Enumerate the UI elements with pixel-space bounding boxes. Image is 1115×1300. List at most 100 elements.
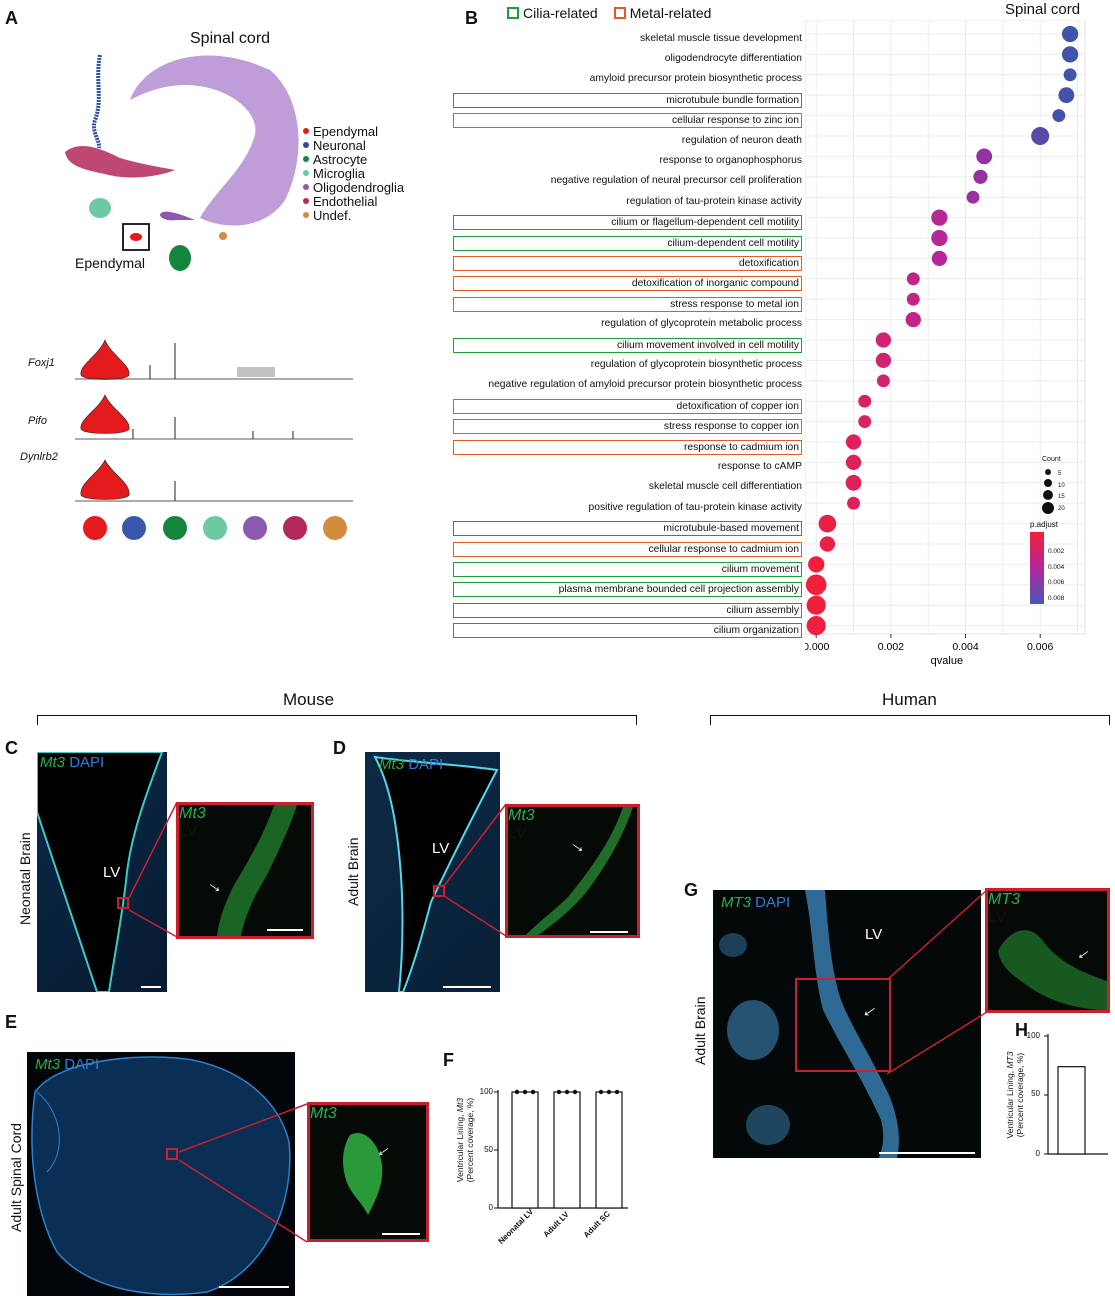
padj-label: 0.008 bbox=[1048, 594, 1065, 602]
go-category-legend: Cilia-related Metal-related bbox=[507, 5, 711, 21]
stain-dapi-label: DAPI bbox=[64, 1056, 100, 1073]
go-dot bbox=[858, 415, 872, 429]
x-tick-label: 0.006 bbox=[1027, 641, 1053, 653]
stain-label-d: Mt3 DAPI bbox=[379, 756, 443, 773]
zoom-gene-label: Mt3 bbox=[310, 1105, 337, 1122]
go-term-label: positive regulation of tau-protein kinas… bbox=[588, 501, 803, 513]
zoom-connector-d bbox=[443, 803, 507, 937]
stain-dapi-label: DAPI bbox=[755, 894, 791, 911]
go-dot bbox=[806, 616, 826, 636]
cluster-dot-astrocyte bbox=[163, 516, 187, 540]
go-dot bbox=[819, 536, 836, 552]
legend-label: Ependymal bbox=[313, 123, 379, 139]
go-term-label-metal: detoxification bbox=[453, 255, 802, 271]
stain-gene-label: MT3 bbox=[721, 894, 751, 911]
go-term-label-metal: response to cadmium ion bbox=[453, 439, 802, 455]
legend-item: Neuronal bbox=[303, 138, 404, 153]
count-legend-dot bbox=[1045, 469, 1051, 475]
scale-bar bbox=[590, 931, 628, 933]
legend-item: Ependymal bbox=[303, 123, 404, 139]
roi-box bbox=[117, 897, 129, 909]
roi-box bbox=[433, 885, 445, 897]
violin-plots bbox=[75, 339, 353, 502]
gene-label-dynlrb2: Dynlrb2 bbox=[20, 451, 58, 463]
go-term-label-metal: stress response to metal ion bbox=[453, 296, 802, 312]
go-term-label-cilia: microtubule bundle formation bbox=[453, 92, 802, 108]
spinal-cord-section bbox=[31, 1056, 291, 1296]
side-label-g: Adult Brain bbox=[692, 996, 708, 1065]
zoom-connector-g bbox=[886, 889, 988, 1075]
go-dot bbox=[875, 332, 892, 348]
micrograph-e: Mt3 DAPI bbox=[27, 1052, 295, 1296]
stain-dapi-label: DAPI bbox=[408, 756, 444, 773]
roi-box bbox=[166, 1148, 178, 1160]
count-label: 15 bbox=[1058, 494, 1065, 500]
scale-bar bbox=[219, 1286, 289, 1288]
cluster-color-dots bbox=[83, 516, 347, 540]
ependymal-cluster-label: Ependymal bbox=[75, 255, 146, 271]
ytick-label: 100 bbox=[479, 1087, 493, 1096]
go-term-label: regulation of tau-protein kinase activit… bbox=[626, 195, 802, 207]
violin-row-foxj1 bbox=[75, 339, 353, 380]
padj-legend-labels: 0.002 0.004 0.006 0.008 bbox=[1048, 544, 1064, 606]
count-label: 10 bbox=[1058, 482, 1065, 489]
ependymal-highlight-box bbox=[122, 223, 150, 251]
go-dot bbox=[1052, 109, 1066, 123]
go-term-label-metal: cellular response to zinc ion bbox=[453, 113, 802, 129]
stain-gene-label: Mt3 bbox=[35, 1056, 61, 1073]
zoom-gene-label: Mt3 bbox=[179, 805, 206, 822]
zoom-gene-label: Mt3 bbox=[508, 807, 535, 824]
go-dot bbox=[1031, 126, 1050, 146]
side-label-c: Neonatal Brain bbox=[17, 832, 33, 925]
count-label: 20 bbox=[1058, 505, 1065, 512]
xtick-neonatal-lv: Neonatal LV bbox=[496, 1207, 536, 1246]
go-term-label: response to cAMP bbox=[717, 460, 802, 472]
zoom-inset-e: Mt3 → bbox=[307, 1102, 429, 1242]
legend-dot bbox=[303, 128, 309, 134]
go-term-label: negative regulation of amyloid precursor… bbox=[488, 379, 802, 391]
xtick-adult-lv: Adult LV bbox=[541, 1209, 571, 1240]
padj-label: 0.006 bbox=[1048, 579, 1065, 586]
count-label: 5 bbox=[1058, 471, 1062, 477]
go-dot bbox=[1061, 46, 1079, 63]
data-point bbox=[564, 1089, 570, 1095]
xtick-adult-sc: Adult SC bbox=[581, 1209, 613, 1240]
ytick-label: 50 bbox=[484, 1145, 493, 1154]
violin-dense-points bbox=[237, 367, 275, 377]
data-point bbox=[522, 1089, 528, 1095]
mouse-bracket bbox=[37, 715, 637, 725]
go-dot bbox=[1061, 25, 1079, 43]
panel-label-b: B bbox=[465, 8, 478, 28]
go-term-label-metal: cellular response to cadmium ion bbox=[453, 541, 802, 557]
micrograph-d: Mt3 DAPI LV bbox=[365, 752, 500, 992]
zoom-lv-label: LV bbox=[179, 823, 198, 840]
data-point bbox=[572, 1089, 578, 1095]
legend-item: Microglia bbox=[303, 166, 404, 181]
stain-label-e: Mt3 DAPI bbox=[35, 1056, 99, 1073]
data-point bbox=[514, 1089, 520, 1095]
metal-legend-label: Metal-related bbox=[629, 5, 712, 21]
go-term-label: oligodendrocyte differentiation bbox=[664, 52, 802, 64]
bar-chart-f bbox=[494, 1089, 628, 1209]
lv-label: LV bbox=[865, 926, 883, 943]
stain-gene-label: Mt3 bbox=[40, 754, 66, 771]
go-term-label: regulation of glycoprotein biosynthetic … bbox=[590, 358, 802, 370]
legend-dot bbox=[303, 198, 309, 204]
stain-label-c: Mt3 DAPI bbox=[40, 754, 104, 771]
go-dot bbox=[818, 514, 837, 533]
cluster-dot-neuronal bbox=[122, 516, 146, 540]
scale-bar bbox=[267, 929, 303, 931]
ytick-label: 100 bbox=[1026, 1031, 1040, 1040]
stain-gene-label: Mt3 bbox=[379, 756, 405, 773]
human-bracket bbox=[710, 715, 1110, 725]
zoom-connector-e bbox=[178, 1103, 308, 1243]
go-plot-title: Spinal cord bbox=[1005, 1, 1081, 18]
umap-cluster-astrocyte bbox=[169, 245, 191, 271]
legend-dot bbox=[303, 170, 309, 176]
human-header: Human bbox=[882, 690, 937, 709]
zoom-lv-label: LV bbox=[508, 825, 527, 842]
ylabel-text: (Percent coverage, %) bbox=[1015, 1052, 1025, 1138]
panel-label-f: F bbox=[443, 1050, 454, 1070]
go-dot bbox=[906, 292, 920, 306]
go-dot bbox=[931, 250, 948, 267]
